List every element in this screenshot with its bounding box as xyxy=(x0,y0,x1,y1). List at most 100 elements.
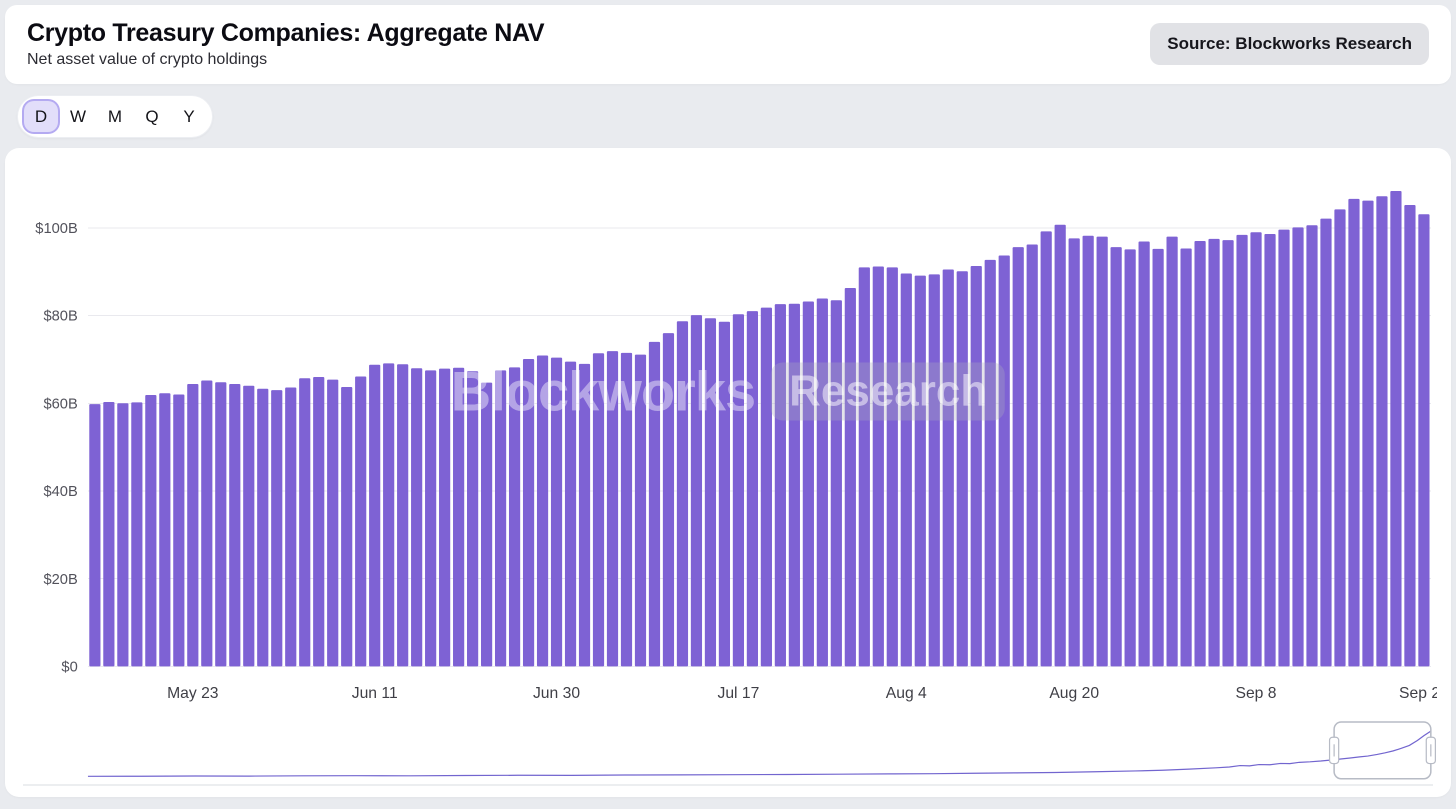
bar[interactable] xyxy=(564,361,577,667)
bar[interactable] xyxy=(592,353,605,667)
bar[interactable] xyxy=(1208,238,1220,667)
bar[interactable] xyxy=(1124,249,1136,667)
bar[interactable] xyxy=(774,304,786,667)
bar[interactable] xyxy=(131,402,143,667)
bar[interactable] xyxy=(872,266,884,667)
bar[interactable] xyxy=(173,394,185,667)
bar[interactable] xyxy=(508,367,521,667)
nav-bar-chart[interactable]: $0 $20B $40B $60B $80B $100B May 23 Jun 11 Jun 3… xyxy=(19,160,1437,712)
bar[interactable] xyxy=(145,394,157,667)
bar[interactable] xyxy=(522,358,535,667)
bar[interactable] xyxy=(1110,247,1122,667)
range-button-daily[interactable]: D xyxy=(24,101,58,132)
bar[interactable] xyxy=(313,376,325,667)
bar[interactable] xyxy=(676,321,689,667)
bar[interactable] xyxy=(327,379,339,667)
bar[interactable] xyxy=(984,259,996,667)
bar[interactable] xyxy=(285,387,297,667)
bar[interactable] xyxy=(187,383,199,667)
bar[interactable] xyxy=(620,352,633,667)
bar[interactable] xyxy=(494,370,507,667)
bar[interactable] xyxy=(89,404,101,667)
bar[interactable] xyxy=(1404,205,1416,667)
bar[interactable] xyxy=(970,266,982,667)
bar[interactable] xyxy=(900,273,912,667)
bar[interactable] xyxy=(942,269,954,667)
bar[interactable] xyxy=(215,382,227,667)
bar[interactable] xyxy=(1390,191,1402,667)
bar[interactable] xyxy=(425,370,437,667)
bar[interactable] xyxy=(1222,240,1234,667)
navigator-chart[interactable] xyxy=(19,720,1437,791)
bar[interactable] xyxy=(1166,236,1178,667)
bar[interactable] xyxy=(355,376,367,667)
bar[interactable] xyxy=(1026,244,1038,667)
bar[interactable] xyxy=(1054,224,1066,667)
bar[interactable] xyxy=(439,368,451,667)
bar[interactable] xyxy=(1362,200,1374,667)
bar[interactable] xyxy=(760,307,772,667)
bar[interactable] xyxy=(914,275,926,667)
bar[interactable] xyxy=(1040,231,1052,667)
bar[interactable] xyxy=(229,383,241,667)
bar[interactable] xyxy=(201,380,213,667)
bar[interactable] xyxy=(1236,234,1248,667)
range-button-weekly[interactable]: W xyxy=(61,101,95,132)
bar[interactable] xyxy=(844,287,856,667)
range-button-monthly[interactable]: M xyxy=(98,101,132,132)
bar[interactable] xyxy=(1096,236,1108,667)
bar[interactable] xyxy=(1292,227,1304,667)
bar[interactable] xyxy=(1194,241,1206,667)
bar[interactable] xyxy=(1306,225,1318,667)
bar[interactable] xyxy=(690,315,703,667)
bar[interactable] xyxy=(159,393,171,667)
bar[interactable] xyxy=(886,267,898,667)
bar[interactable] xyxy=(271,390,283,667)
bar[interactable] xyxy=(536,355,549,667)
bar[interactable] xyxy=(383,363,395,667)
bar[interactable] xyxy=(704,318,717,667)
bar[interactable] xyxy=(1334,209,1346,667)
bar[interactable] xyxy=(816,298,828,667)
bar[interactable] xyxy=(1180,248,1192,667)
range-button-yearly[interactable]: Y xyxy=(172,101,206,132)
bar[interactable] xyxy=(788,303,800,667)
bar[interactable] xyxy=(243,385,255,667)
bar[interactable] xyxy=(1068,238,1080,667)
bar[interactable] xyxy=(802,301,814,667)
range-button-quarterly[interactable]: Q xyxy=(135,101,169,132)
bar[interactable] xyxy=(830,300,842,667)
bar[interactable] xyxy=(117,403,129,667)
bar[interactable] xyxy=(928,274,940,667)
bar[interactable] xyxy=(662,333,675,667)
bar[interactable] xyxy=(1250,232,1262,667)
bar[interactable] xyxy=(1082,235,1094,667)
bar[interactable] xyxy=(606,351,619,667)
bar[interactable] xyxy=(411,368,423,667)
bar[interactable] xyxy=(299,378,311,667)
bar[interactable] xyxy=(578,363,591,667)
bar[interactable] xyxy=(1152,248,1164,667)
bar[interactable] xyxy=(746,311,759,667)
bar[interactable] xyxy=(1418,214,1430,667)
bar[interactable] xyxy=(634,354,647,667)
bar[interactable] xyxy=(453,367,465,667)
bar[interactable] xyxy=(718,321,731,667)
bar[interactable] xyxy=(1320,218,1332,667)
bar[interactable] xyxy=(858,267,870,667)
bar[interactable] xyxy=(1376,196,1388,667)
navigator-window[interactable] xyxy=(1333,721,1432,780)
bar[interactable] xyxy=(550,357,563,667)
bar[interactable] xyxy=(648,341,661,667)
bar[interactable] xyxy=(467,371,479,667)
bar[interactable] xyxy=(1264,233,1276,667)
bar[interactable] xyxy=(1278,229,1290,667)
bar[interactable] xyxy=(480,382,493,667)
bar[interactable] xyxy=(257,388,269,667)
bar[interactable] xyxy=(998,255,1010,667)
bar[interactable] xyxy=(732,314,745,667)
bar[interactable] xyxy=(956,271,968,667)
bar[interactable] xyxy=(1012,247,1024,667)
bar[interactable] xyxy=(1348,198,1360,667)
bar[interactable] xyxy=(103,401,115,667)
